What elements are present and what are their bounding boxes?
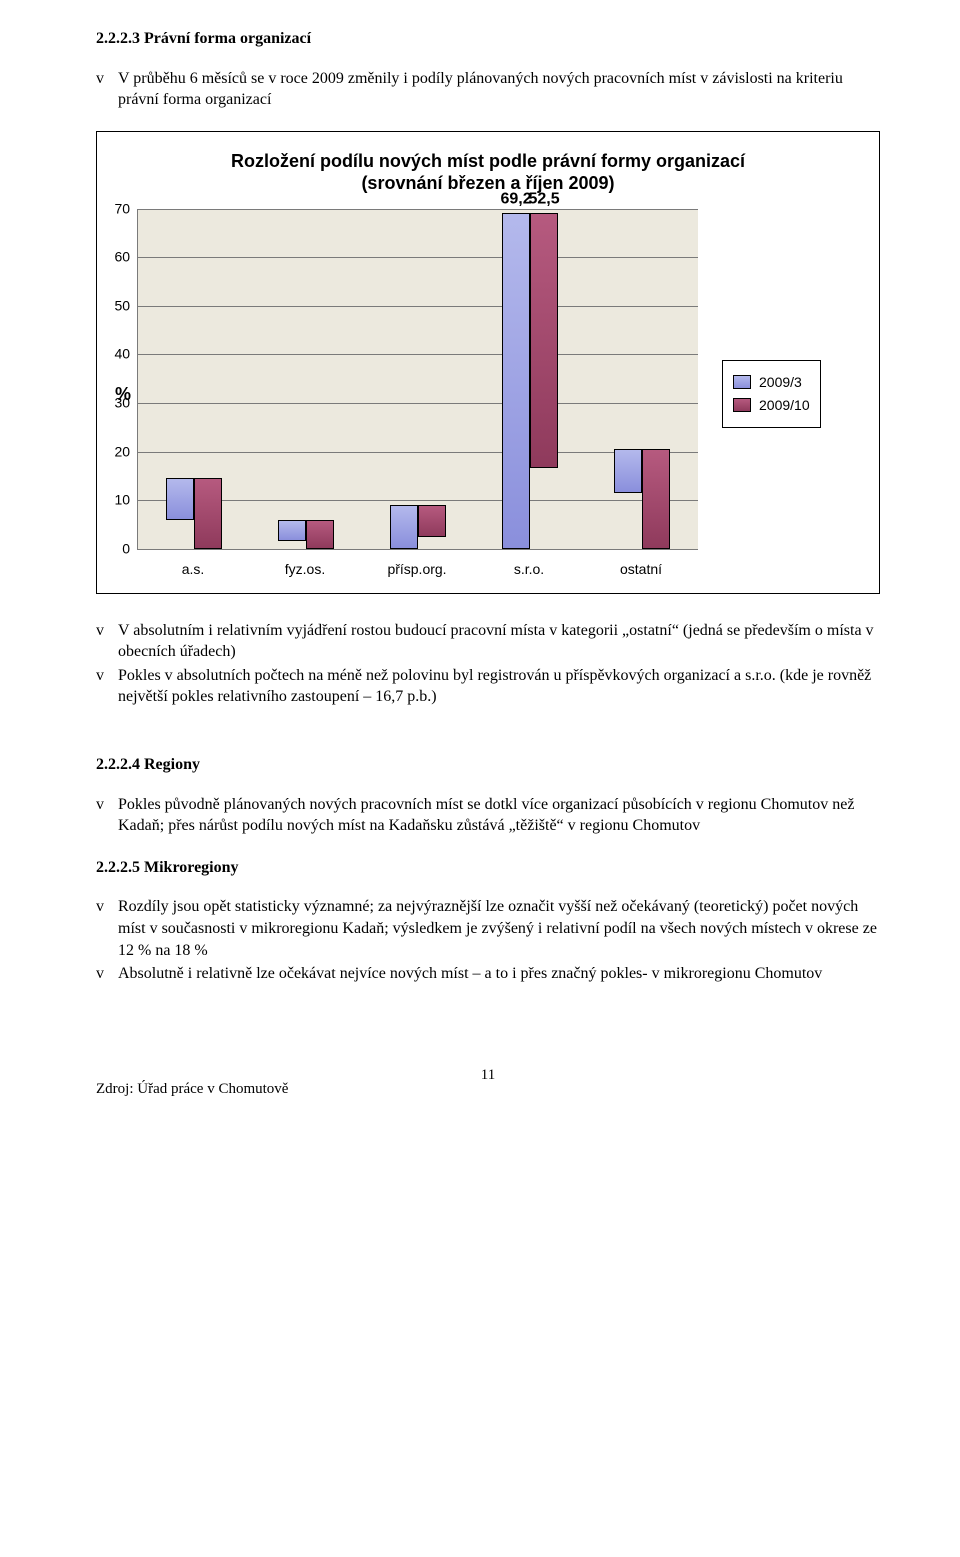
- chart-bar-group: [138, 209, 250, 549]
- chart-bar: [390, 505, 418, 549]
- chart-bar: [614, 449, 642, 493]
- chart-x-axis-labels: a.s.fyz.os.přísp.org.s.r.o.ostatní: [137, 560, 697, 579]
- chart-value-label: 69,2: [500, 188, 531, 210]
- chart-legend-item: 2009/3: [733, 373, 810, 392]
- bullets-224: vPokles původně plánovaných nových praco…: [96, 794, 880, 837]
- chart-y-tick: 30: [114, 394, 138, 413]
- heading-223: 2.2.2.3 Právní forma organizací: [96, 28, 880, 50]
- bullet-mark: v: [96, 68, 118, 111]
- chart-x-tick: fyz.os.: [249, 560, 361, 579]
- chart-title: Rozložení podílu nových míst podle právn…: [115, 150, 861, 195]
- bullet-mark: v: [96, 665, 118, 708]
- chart-legend-swatch: [733, 398, 751, 412]
- chart-title-line1: Rozložení podílu nových míst podle právn…: [231, 151, 745, 171]
- chart-bar: [166, 478, 194, 519]
- chart-y-tick: 60: [114, 248, 138, 267]
- bullet-text: Pokles původně plánovaných nových pracov…: [118, 794, 880, 837]
- chart-plot-area: 01020304050607069,252,5: [137, 209, 698, 550]
- chart-bar: 69,2: [502, 213, 530, 549]
- chart-plot-wrap: 01020304050607069,252,5 a.s.fyz.os.přísp…: [137, 209, 698, 579]
- chart-title-line2: (srovnání březen a říjen 2009): [361, 173, 614, 193]
- chart-y-tick: 10: [114, 491, 138, 510]
- bullet-text: Absolutně i relativně lze očekávat nejví…: [118, 963, 880, 985]
- chart-bar-group: 69,252,5: [474, 209, 586, 549]
- bullets-223: vV průběhu 6 měsíců se v roce 2009 změni…: [96, 68, 880, 111]
- chart-bar-group: [250, 209, 362, 549]
- chart-bar: [306, 520, 334, 549]
- heading-224: 2.2.2.4 Regiony: [96, 754, 880, 776]
- chart-gridline: [138, 549, 698, 550]
- chart-legend: 2009/3 2009/10: [722, 360, 821, 428]
- bullet-mark: v: [96, 794, 118, 837]
- bullet-mark: v: [96, 896, 118, 961]
- chart-legend-swatch: [733, 375, 751, 389]
- chart-y-tick: 40: [114, 345, 138, 364]
- bullet-mark: v: [96, 963, 118, 985]
- chart-bar: [194, 478, 222, 548]
- chart-legend-item: 2009/10: [733, 396, 810, 415]
- bullet-text: V absolutním i relativním vyjádření rost…: [118, 620, 880, 663]
- bullet-text: V průběhu 6 měsíců se v roce 2009 změnil…: [118, 68, 880, 111]
- chart-x-tick: přísp.org.: [361, 560, 473, 579]
- bullet-text: Pokles v absolutních počtech na méně než…: [118, 665, 880, 708]
- chart-x-tick: a.s.: [137, 560, 249, 579]
- heading-225: 2.2.2.5 Mikroregiony: [96, 857, 880, 879]
- chart-bar: [418, 505, 446, 537]
- chart-bar-group: [362, 209, 474, 549]
- chart-bar: 52,5: [530, 213, 558, 468]
- chart-y-tick: 70: [114, 199, 138, 218]
- chart-value-label: 52,5: [528, 188, 559, 210]
- page: 2.2.2.3 Právní forma organizací vV průbě…: [0, 0, 960, 1125]
- chart-bar-group: [586, 209, 698, 549]
- chart-y-tick: 50: [114, 296, 138, 315]
- chart-legend-label: 2009/10: [759, 396, 810, 415]
- chart-bar: [642, 449, 670, 549]
- chart-y-tick: 0: [122, 539, 138, 558]
- bullets-after-chart: vV absolutním i relativním vyjádření ros…: [96, 620, 880, 708]
- chart-x-tick: s.r.o.: [473, 560, 585, 579]
- bullet-text: Rozdíly jsou opět statisticky významné; …: [118, 896, 880, 961]
- chart-x-tick: ostatní: [585, 560, 697, 579]
- bullet-mark: v: [96, 620, 118, 663]
- source-citation: Zdroj: Úřad práce v Chomutově: [96, 1079, 288, 1099]
- page-footer: 11 Zdroj: Úřad práce v Chomutově: [96, 1065, 880, 1085]
- chart-container: Rozložení podílu nových míst podle právn…: [96, 131, 880, 594]
- chart-y-tick: 20: [114, 442, 138, 461]
- bullets-225: vRozdíly jsou opět statisticky významné;…: [96, 896, 880, 984]
- chart-legend-label: 2009/3: [759, 373, 802, 392]
- chart-bar: [278, 520, 306, 542]
